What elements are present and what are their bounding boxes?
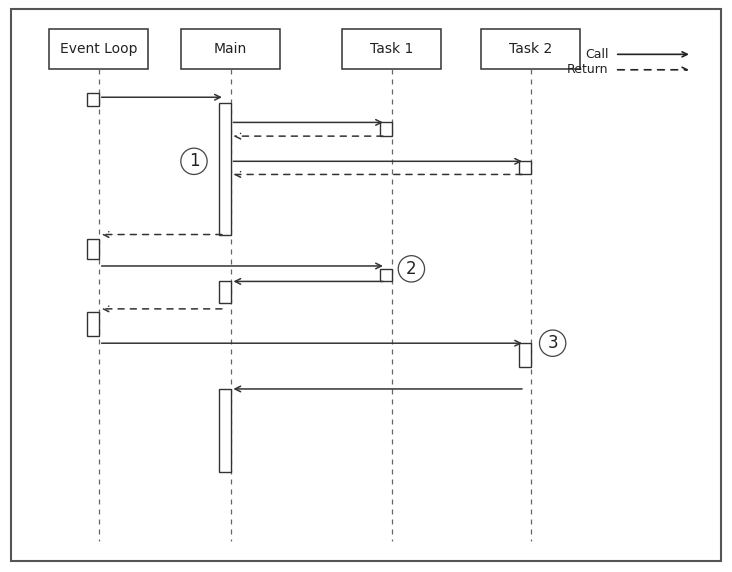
Bar: [219, 103, 231, 235]
Text: Return: Return: [567, 63, 608, 76]
Text: Task 1: Task 1: [370, 42, 414, 55]
Bar: [519, 161, 531, 174]
Bar: [519, 343, 531, 367]
Text: 3: 3: [548, 334, 558, 352]
Bar: [482, 29, 580, 69]
Bar: [50, 29, 148, 69]
Bar: [380, 122, 392, 136]
Text: 1: 1: [189, 152, 199, 170]
Bar: [181, 29, 280, 69]
Text: Main: Main: [214, 42, 247, 55]
Text: Event Loop: Event Loop: [60, 42, 138, 55]
Text: Call: Call: [585, 48, 608, 61]
Bar: [380, 269, 392, 281]
Bar: [219, 389, 231, 472]
Bar: [87, 312, 99, 336]
Text: 2: 2: [406, 260, 417, 278]
Bar: [87, 93, 99, 106]
Text: Task 2: Task 2: [509, 42, 553, 55]
Bar: [87, 239, 99, 259]
Bar: [343, 29, 441, 69]
Bar: [219, 281, 231, 303]
